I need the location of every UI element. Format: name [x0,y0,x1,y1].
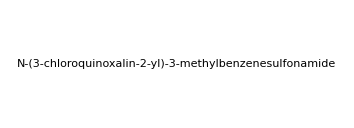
Text: N-(3-chloroquinoxalin-2-yl)-3-methylbenzenesulfonamide: N-(3-chloroquinoxalin-2-yl)-3-methylbenz… [17,59,337,69]
